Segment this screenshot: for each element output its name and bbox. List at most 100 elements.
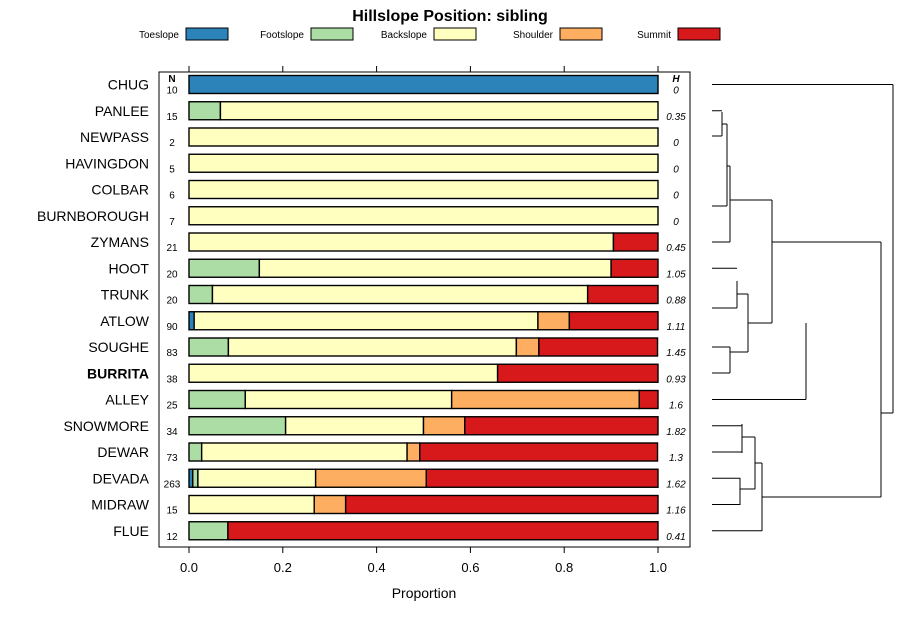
soil-label: FLUE — [113, 523, 149, 539]
soil-label: NEWPASS — [80, 129, 149, 145]
bar-segment-summit — [610, 258, 659, 278]
h-value: 1.82 — [666, 427, 686, 438]
n-value: 83 — [166, 348, 178, 359]
bar-segment-backslope — [193, 311, 539, 331]
bar-segment-backslope — [211, 284, 589, 305]
bar-segment-backslope — [188, 363, 499, 383]
h-value: 0 — [673, 217, 679, 228]
n-value: 38 — [166, 374, 178, 385]
bar-segment-backslope — [200, 442, 408, 462]
bar-segment-backslope — [227, 337, 518, 357]
soil-label: DEWAR — [97, 444, 149, 460]
soil-label: COLBAR — [91, 182, 149, 198]
h-value: 0 — [673, 191, 679, 202]
row-trunk: TRUNK 20 0.88 — [101, 284, 686, 307]
row-soughe: SOUGHE 83 1.45 — [88, 337, 686, 359]
row-alley: ALLEY 25 1.6 — [105, 389, 683, 412]
soil-label: BURNBOROUGH — [37, 208, 149, 224]
n-value: 7 — [169, 217, 175, 228]
legend-swatch-footslope — [310, 27, 354, 41]
legend-swatch-summit — [677, 27, 721, 41]
h-value: 0.45 — [666, 243, 686, 254]
n-value: 2 — [169, 138, 175, 149]
bar-segment-shoulder — [515, 337, 540, 357]
bar-segment-backslope — [258, 258, 612, 278]
x-axis: 0.0 0.2 0.4 0.6 0.8 1.0 — [180, 66, 667, 575]
h-value: 1.62 — [666, 479, 686, 490]
x-tick-label: 1.0 — [649, 560, 667, 575]
legend-label-shoulder: Shoulder — [513, 30, 554, 41]
bar-segment-summit — [538, 337, 659, 357]
bar-segment-shoulder — [450, 389, 640, 410]
bar-segment-summit — [586, 284, 659, 305]
n-value: 5 — [169, 164, 175, 175]
bar-segment-footslope — [188, 337, 230, 357]
h-value: 1.11 — [667, 322, 686, 333]
n-value: 6 — [169, 191, 175, 202]
row-colbar: COLBAR 6 0 — [91, 179, 679, 202]
n-value: 15 — [166, 506, 178, 517]
soil-label: ZYMANS — [91, 234, 149, 250]
legend-label-footslope: Footslope — [260, 30, 304, 41]
n-value: 73 — [166, 453, 178, 464]
row-burnborough: BURNBOROUGH 7 0 — [37, 206, 679, 228]
row-newpass: NEWPASS 2 0 — [80, 127, 679, 149]
n-value: 10 — [166, 86, 178, 97]
h-value: 0.35 — [666, 112, 686, 123]
x-tick-label: 0.6 — [461, 560, 479, 575]
bar-segment-footslope — [188, 442, 203, 462]
bar-segment-shoulder — [314, 468, 428, 488]
legend-label-toeslope: Toeslope — [139, 30, 179, 41]
h-value: 0.41 — [666, 532, 685, 543]
bar-segment-toeslope — [188, 311, 195, 331]
legend-label-backslope: Backslope — [381, 30, 428, 41]
legend-swatch-toeslope — [185, 27, 229, 41]
bar-segment-shoulder — [537, 311, 571, 331]
soil-label: HAVINGDON — [65, 155, 149, 171]
row-burrita: BURRITA 38 0.93 — [87, 363, 686, 385]
h-value: 0.93 — [666, 374, 686, 385]
bar-segment-toeslope — [188, 74, 659, 95]
legend-swatch-shoulder — [559, 27, 603, 41]
bar-segment-summit — [419, 442, 659, 462]
x-axis-title: Proportion — [392, 585, 457, 601]
h-value: 1.6 — [669, 401, 683, 412]
x-tick-label: 0.0 — [180, 560, 198, 575]
row-midraw: MIDRAW 15 1.16 — [91, 494, 686, 517]
bar-segment-backslope — [188, 206, 659, 226]
x-tick-label: 0.8 — [555, 560, 573, 575]
bar-segment-backslope — [244, 389, 453, 410]
h-value: 0 — [673, 164, 679, 175]
h-value: 1.3 — [669, 453, 683, 464]
h-value: 1.05 — [666, 269, 686, 280]
bar-segment-summit — [638, 389, 659, 410]
soil-label: ALLEY — [105, 392, 149, 408]
soil-label: CHUG — [108, 77, 149, 93]
bar-segment-backslope — [197, 468, 317, 488]
bar-segment-footslope — [192, 468, 199, 488]
row-havingdon: HAVINGDON 5 0 — [65, 153, 679, 175]
h-column-header: H — [672, 74, 680, 85]
soil-label: ATLOW — [100, 313, 150, 329]
x-tick-label: 0.2 — [274, 560, 292, 575]
soil-label: BURRITA — [87, 365, 149, 381]
row-dewar: DEWAR 73 1.3 — [97, 442, 683, 464]
row-atlow: ATLOW 90 1.11 — [100, 311, 686, 333]
n-value: 12 — [166, 532, 178, 543]
bar-segment-footslope — [188, 416, 287, 436]
bar-segment-summit — [568, 311, 659, 331]
dendrogram — [712, 84, 894, 532]
bar-segment-backslope — [284, 416, 425, 436]
bar-segment-backslope — [188, 153, 659, 173]
bar-segment-summit — [496, 363, 659, 383]
row-panlee: PANLEE 15 0.35 — [95, 101, 686, 123]
row-devada: DEVADA 263 1.62 — [92, 468, 686, 490]
h-value: 0 — [673, 138, 679, 149]
soil-label: PANLEE — [95, 103, 149, 119]
bar-segment-footslope — [188, 389, 246, 410]
legend: Toeslope Footslope Backslope Shoulder Summit — [139, 27, 721, 41]
row-flue: FLUE 12 0.41 — [113, 521, 686, 543]
bar-segment-backslope — [188, 127, 659, 147]
soil-label: SNOWMORE — [63, 418, 149, 434]
